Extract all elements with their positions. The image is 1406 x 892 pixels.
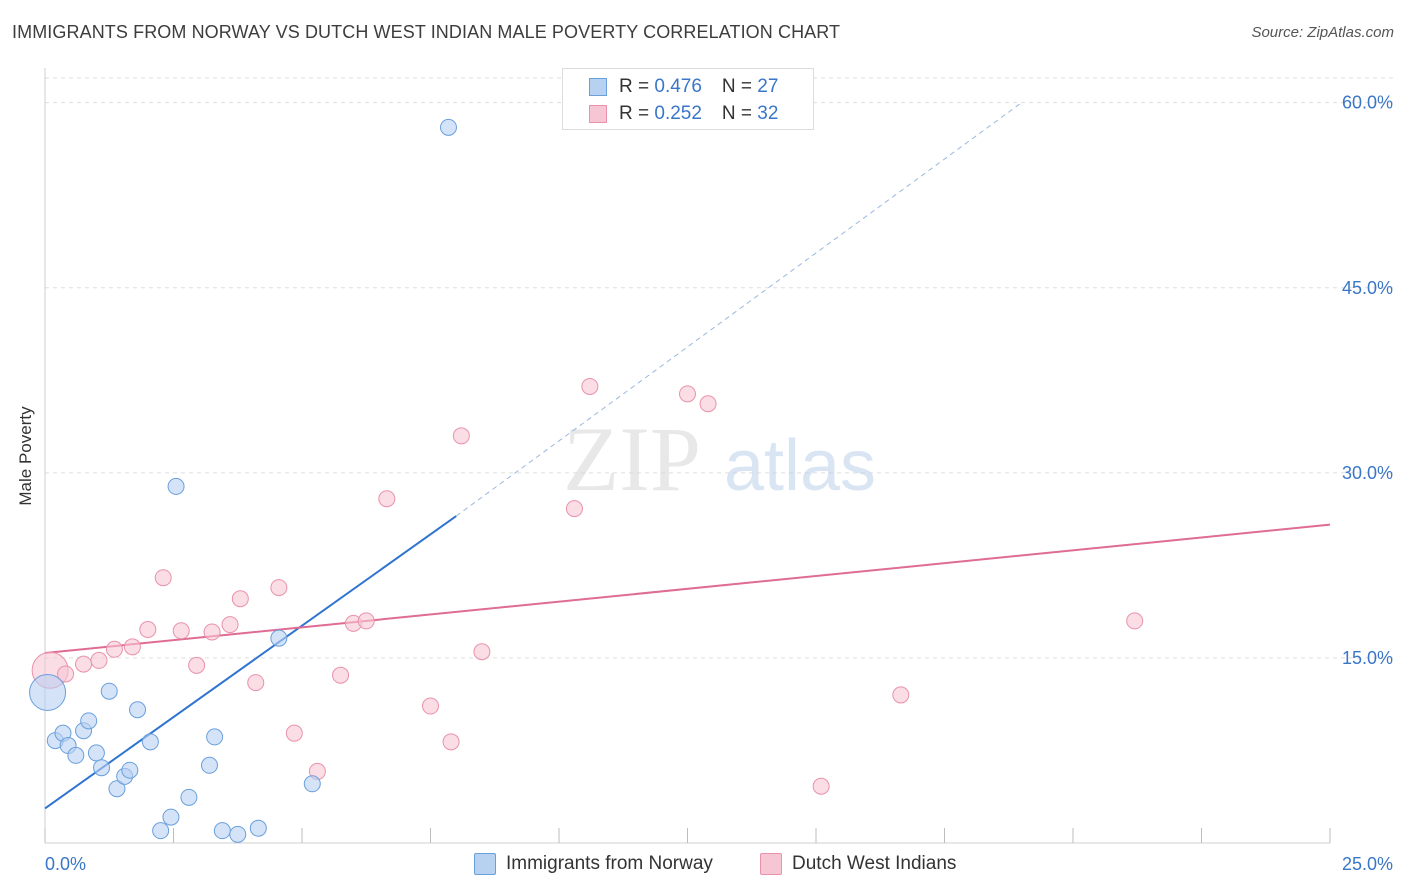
n-label: N = [721,103,758,124]
point-dutch [892,686,910,704]
y-tick-label: 45.0% [1342,278,1393,298]
legend-row-norway: R = 0.476 N = 27 [589,76,778,98]
watermark-zip: ZIP [563,408,701,510]
point-norway [439,118,457,136]
point-norway [213,822,231,840]
point-norway [29,673,67,711]
x-tick-label: 25.0% [1342,854,1393,874]
x-tick-label: 0.0% [45,854,86,874]
r-label: R = [619,103,655,124]
point-dutch [699,395,717,413]
legend-item-dutch[interactable]: Dutch West Indians [760,852,956,876]
legend-label-dutch: Dutch West Indians [792,853,957,874]
point-dutch [285,724,303,742]
chart-title: IMMIGRANTS FROM NORWAY VS DUTCH WEST IND… [12,22,841,42]
point-norway [200,756,218,774]
point-dutch [422,697,439,715]
point-dutch [123,638,141,656]
point-norway [129,701,147,719]
point-dutch [357,612,375,630]
point-norway [270,629,288,647]
y-axis-label: Male Poverty [16,406,35,506]
point-dutch [172,622,190,640]
point-norway [249,819,267,837]
point-norway [121,761,139,779]
point-norway [303,775,321,793]
point-dutch [231,590,249,608]
point-dutch [473,643,491,661]
legend-swatch-pink [589,105,607,123]
point-dutch [452,427,470,445]
watermark-atlas: atlas [724,426,876,506]
point-dutch [221,616,239,634]
legend-swatch-blue [589,78,607,96]
point-dutch [812,777,830,795]
point-dutch [57,665,75,683]
point-dutch [139,621,157,639]
point-dutch [378,490,396,508]
r-value: 0.476 [654,76,702,97]
point-norway [87,744,105,762]
r-label: R = [619,76,655,97]
y-tick-label: 60.0% [1342,93,1393,113]
point-norway [152,822,170,840]
n-label: N = [721,76,758,97]
data-points [29,118,1144,843]
point-dutch [1126,612,1144,630]
trend-line-dutch [44,523,1331,654]
point-dutch [581,377,599,395]
source-label: Source: ZipAtlas.com [1251,24,1394,41]
point-norway [108,780,126,798]
trend-line-norway [44,515,457,810]
point-norway [162,808,180,826]
point-dutch [105,640,123,658]
y-tick-label: 30.0% [1342,463,1393,483]
watermark: ZIP atlas [563,408,876,510]
legend-swatch-dutch [760,853,782,875]
point-dutch [565,500,583,518]
point-dutch [75,655,93,673]
point-norway [180,788,198,806]
axes [44,68,1331,844]
point-dutch [332,666,350,684]
point-norway [229,825,247,843]
n-value: 27 [757,76,779,97]
legend-swatch-norway [474,853,496,875]
point-dutch [442,733,460,751]
point-dutch [90,651,108,669]
point-dutch [188,656,206,674]
legend-label-norway: Immigrants from Norway [506,853,713,874]
grid-lines [45,77,1395,659]
point-dutch [203,623,221,641]
trend-lines [44,102,1331,810]
point-norway [100,682,118,700]
legend-row-dutch: R = 0.252 N = 32 [589,103,778,125]
legend-item-norway[interactable]: Immigrants from Norway [474,852,713,876]
point-norway [80,712,98,730]
point-dutch [154,569,172,587]
y-tick-label: 15.0% [1342,648,1393,668]
r-value: 0.252 [654,103,702,124]
point-dutch [247,674,265,692]
tick-labels: 15.0% 30.0% 45.0% 60.0% 0.0% 25.0% [45,93,1393,874]
point-dutch [679,385,696,403]
point-norway [141,733,159,751]
point-norway [67,746,85,764]
point-norway [206,728,224,746]
point-dutch [270,579,288,597]
point-norway [167,477,185,495]
point-norway [93,759,111,777]
n-value: 32 [757,103,779,124]
correlation-legend: R = 0.476 N = 27 R = 0.252 N = 32 [562,68,814,130]
